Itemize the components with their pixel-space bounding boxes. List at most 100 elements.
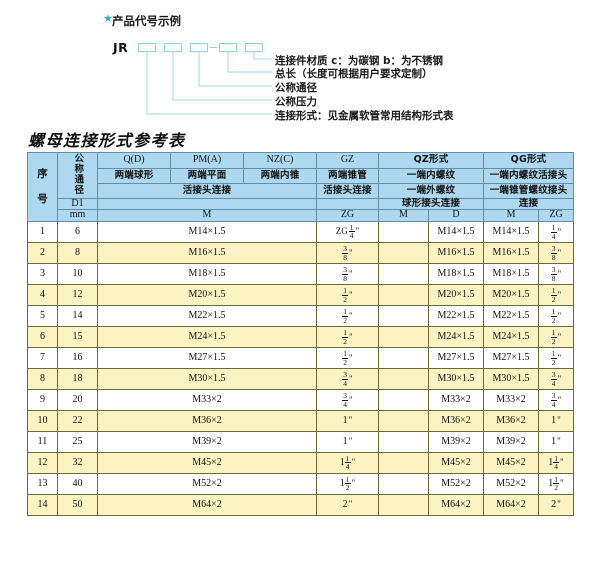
cell-qg-zg: 1 1 4 " (538, 451, 575, 474)
header-conn2-qdpmnz (97, 197, 317, 211)
header-conn-qg: 一端锥管螺纹接头 (483, 182, 575, 199)
cell-serial-no: 4 (27, 283, 58, 306)
header-unit-mm: mm (57, 209, 98, 222)
cell-qz-m (378, 346, 429, 369)
cell-gz-zg: 1 2 " (316, 325, 379, 348)
cell-qz-d: M22×1.5 (427, 304, 485, 327)
table-row: 10 22 M36×2 1 " M36×2 M36×2 1 " (27, 409, 575, 432)
cell-nominal-diameter: 15 (57, 325, 98, 348)
cell-qg-zg: 3 4 " (538, 367, 575, 390)
header-group-qg: QG形式 (483, 152, 575, 169)
cell-nominal-diameter: 14 (57, 304, 98, 327)
leader-lines (146, 52, 272, 115)
cell-qz-m (378, 430, 429, 453)
table-row: 3 10 M18×1.5 3 8 " M18×1.5 M18×1.5 3 8 " (27, 262, 575, 285)
cell-gz-zg: ZG 1 4 " (316, 220, 379, 243)
table-row: 2 8 M16×1.5 3 8 " M16×1.5 M16×1.5 3 8 " (27, 241, 575, 264)
header-row-connection-b: D1 球形接头连接 连接 (28, 197, 575, 211)
cell-serial-no: 6 (27, 325, 58, 348)
header-group-gz: GZ (316, 152, 379, 169)
cell-qg-zg: 1 2 " (538, 304, 575, 327)
cell-nominal-diameter: 40 (57, 472, 98, 495)
header-conn2-qz: 球形接头连接 (377, 197, 485, 211)
cell-qg-zg: 3 8 " (538, 262, 575, 285)
cell-nominal-diameter: 20 (57, 388, 98, 411)
cell-qg-zg: 1 " (538, 430, 575, 453)
nut-connection-spec-table: 序 号 公称通径 Q(D) PM(A) NZ(C) GZ QZ形式 QG形式 两… (27, 152, 575, 516)
cell-nominal-diameter: 6 (57, 220, 98, 243)
cell-serial-no: 10 (27, 409, 58, 432)
cell-gz-zg: 2 " (316, 493, 379, 516)
table-row: 11 25 M39×2 1 " M39×2 M39×2 1 " (27, 430, 575, 453)
cell-thread-m: M16×1.5 (97, 241, 317, 264)
cell-thread-m: M30×1.5 (97, 367, 317, 390)
cell-qz-d: M36×2 (427, 409, 485, 432)
cell-qg-m: M52×2 (483, 472, 540, 495)
table-row: 9 20 M33×2 3 4 " M33×2 M33×2 3 4 " (27, 388, 575, 411)
cell-nominal-diameter: 10 (57, 262, 98, 285)
cell-serial-no: 13 (27, 472, 58, 495)
cell-qg-zg: 1 2 " (538, 346, 575, 369)
cell-nominal-diameter: 18 (57, 367, 98, 390)
cell-nominal-diameter: 22 (57, 409, 98, 432)
cell-qz-d: M14×1.5 (427, 220, 485, 243)
cell-serial-no: 3 (27, 262, 58, 285)
header-form-gz: 两端锥管 (316, 167, 379, 184)
table-row: 7 16 M27×1.5 1 2 " M27×1.5 M27×1.5 1 2 " (27, 346, 575, 369)
cell-qg-m: M36×2 (483, 409, 540, 432)
header-group-qz: QZ形式 (377, 152, 485, 169)
table-row: 12 32 M45×2 1 1 4 " M45×2 M45×2 1 1 4 " (27, 451, 575, 474)
cell-serial-no: 11 (27, 430, 58, 453)
cell-gz-zg: 1 1 2 " (316, 472, 379, 495)
code-box-2 (164, 43, 182, 52)
table-row: 14 50 M64×2 2 " M64×2 M64×2 2 " (27, 493, 575, 516)
cell-thread-m: M14×1.5 (97, 220, 317, 243)
cell-qg-m: M64×2 (483, 493, 540, 516)
cell-nominal-diameter: 25 (57, 430, 98, 453)
table-row: 6 15 M24×1.5 1 2 " M24×1.5 M24×1.5 1 2 " (27, 325, 575, 348)
cell-gz-zg: 3 4 " (316, 367, 379, 390)
cell-qz-m (378, 451, 429, 474)
cell-gz-zg: 1 2 " (316, 283, 379, 306)
cell-thread-m: M18×1.5 (97, 262, 317, 285)
cell-nominal-diameter: 50 (57, 493, 98, 516)
cell-qg-zg: 3 8 " (538, 241, 575, 264)
header-row-forms: 两端球形 两端平面 两端内锥 两端锥管 一端内螺纹 一端内螺纹活接头 (28, 167, 575, 184)
cell-qg-m: M22×1.5 (483, 304, 540, 327)
header-unit-zg-gz: ZG (316, 209, 379, 222)
cell-thread-m: M20×1.5 (97, 283, 317, 306)
header-d1: D1 (57, 197, 98, 211)
cell-nominal-diameter: 32 (57, 451, 98, 474)
cell-gz-zg: 1 2 " (316, 304, 379, 327)
header-conn-gz: 活接头连接 (316, 182, 379, 199)
cell-qz-m (378, 283, 429, 306)
cell-qz-m (378, 409, 429, 432)
header-unit-zg-qg: ZG (538, 209, 575, 222)
table-row: 4 12 M20×1.5 1 2 " M20×1.5 M20×1.5 1 2 " (27, 283, 575, 306)
table-row: 8 18 M30×1.5 3 4 " M30×1.5 M30×1.5 3 4 " (27, 367, 575, 390)
cell-qz-d: M39×2 (427, 430, 485, 453)
code-example-heading: 产品代号示例 (112, 14, 181, 28)
cell-qz-d: M45×2 (427, 451, 485, 474)
header-conn2-qg: 连接 (483, 197, 575, 211)
cell-qg-m: M20×1.5 (483, 283, 540, 306)
cell-serial-no: 14 (27, 493, 58, 516)
cell-qg-m: M27×1.5 (483, 346, 540, 369)
cell-qg-m: M30×1.5 (483, 367, 540, 390)
cell-gz-zg: 1 1 4 " (316, 451, 379, 474)
cell-qz-m (378, 241, 429, 264)
header-row-connection-a: 活接头连接 活接头连接 一端外螺纹 一端锥管螺纹接头 (28, 182, 575, 199)
code-label-connection: 连接形式：见金属软管常用结构形式表 (275, 110, 454, 122)
header-group-nzc: NZ(C) (243, 152, 317, 169)
cell-gz-zg: 1 " (316, 430, 379, 453)
cell-serial-no: 9 (27, 388, 58, 411)
cell-serial-no: 8 (27, 367, 58, 390)
cell-serial-no: 5 (27, 304, 58, 327)
cell-serial-no: 12 (27, 451, 58, 474)
cell-qg-zg: 1 2 " (538, 325, 575, 348)
cell-qg-m: M45×2 (483, 451, 540, 474)
cell-thread-m: M24×1.5 (97, 325, 317, 348)
table-row: 13 40 M52×2 1 1 2 " M52×2 M52×2 1 1 2 " (27, 472, 575, 495)
cell-qg-zg: 1 2 " (538, 283, 575, 306)
cell-qz-d: M30×1.5 (427, 367, 485, 390)
